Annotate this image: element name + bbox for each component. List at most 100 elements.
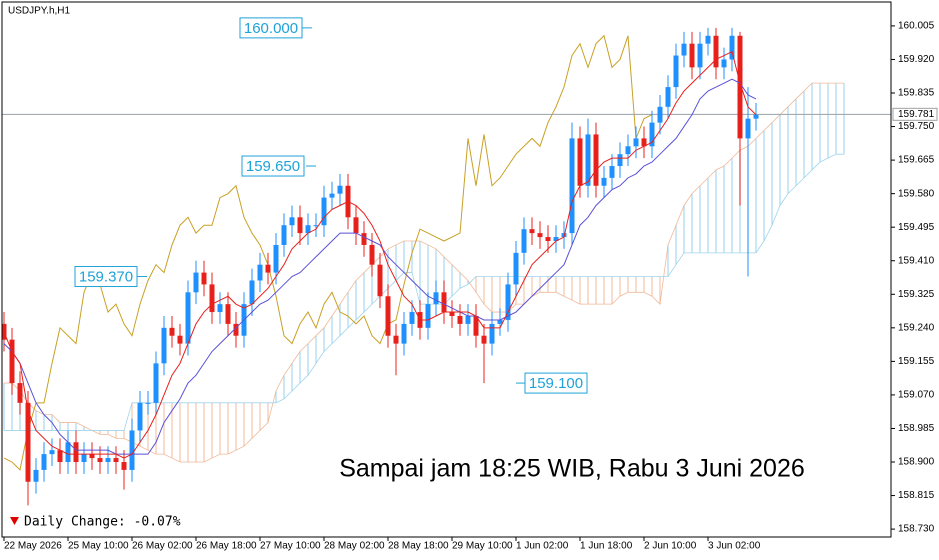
candle-body — [305, 225, 311, 234]
candle-body — [657, 106, 663, 123]
candle-body — [721, 59, 727, 68]
chikou-line — [3, 34, 653, 471]
x-tick-label: 3 Jun 02:00 — [708, 541, 761, 552]
senkou-b-line — [4, 153, 844, 431]
kijun-line — [3, 78, 757, 455]
candle-body — [497, 319, 503, 324]
candle-body — [265, 264, 271, 273]
candle-body — [465, 315, 471, 324]
candle-body — [185, 292, 191, 344]
candle-body — [97, 458, 103, 463]
level-box — [74, 266, 138, 288]
candle-body — [81, 454, 87, 463]
candle-body — [745, 118, 751, 139]
x-tick-label: 1 Jun 18:00 — [580, 541, 633, 552]
candle-body — [17, 383, 23, 403]
x-tick-label: 27 May 10:00 — [260, 541, 321, 552]
candle-body — [153, 363, 159, 403]
y-tick-label: 159.495 — [898, 222, 935, 233]
y-tick-label: 159.410 — [898, 255, 935, 266]
candle-body — [513, 252, 519, 285]
note: Sampai jam 18:25 WIB, Rabu 3 Juni 2026 — [339, 455, 805, 483]
candle-body — [89, 454, 95, 459]
y-tick-label: 160.005 — [898, 21, 935, 32]
y-tick-label: 159.580 — [898, 188, 935, 199]
candle-body — [617, 154, 623, 167]
candle-body — [337, 185, 343, 194]
x-tick-label: 28 May 02:00 — [324, 541, 385, 552]
candle-body — [281, 225, 287, 245]
candle-body — [529, 229, 535, 234]
candle-body — [545, 237, 551, 242]
level-label: 159.370 — [79, 268, 133, 285]
candle-body — [577, 138, 583, 186]
plot-area — [2, 27, 891, 506]
candle-body — [65, 442, 71, 463]
candle-body — [473, 315, 479, 336]
last-price-label: 159.781 — [898, 109, 935, 120]
level-box — [524, 372, 588, 394]
y-tick-label: 159.750 — [898, 121, 935, 132]
candle-body — [649, 122, 655, 147]
candle-body — [377, 264, 383, 297]
candle-body — [129, 430, 135, 470]
candle-body — [737, 35, 743, 139]
candle-body — [329, 193, 335, 198]
candle-body — [353, 217, 359, 234]
candle-body — [393, 335, 399, 344]
candle-body — [385, 296, 391, 336]
y-tick-label: 159.920 — [898, 54, 935, 65]
x-tick-label: 25 May 10:00 — [68, 541, 129, 552]
candle-body — [681, 43, 687, 56]
candle-body — [121, 462, 127, 470]
candle-body — [257, 264, 263, 281]
candle-body — [145, 402, 151, 404]
x-tick-label: 2 Jun 10:00 — [644, 541, 697, 552]
candle-body — [313, 225, 319, 227]
level-box — [241, 155, 305, 177]
candle-body — [729, 35, 735, 60]
x-tick-label: 28 May 18:00 — [388, 541, 449, 552]
candle-body — [25, 402, 31, 482]
y-tick-label: 158.900 — [898, 457, 935, 468]
candle-body — [673, 55, 679, 88]
candle-body — [57, 450, 63, 463]
y-tick-label: 158.730 — [898, 524, 935, 535]
candle-body — [273, 244, 279, 273]
candle-body — [449, 312, 455, 316]
candle-body — [593, 134, 599, 186]
candle-body — [73, 442, 79, 463]
y-tick-label: 159.835 — [898, 88, 935, 99]
x-tick-label: 22 May 2026 — [4, 541, 62, 552]
candle-body — [705, 35, 711, 44]
candle-body — [537, 233, 543, 238]
candle-body — [697, 43, 703, 68]
candle-body — [713, 35, 719, 68]
y-tick-label: 158.815 — [898, 490, 935, 501]
candle-body — [249, 280, 255, 305]
candle-body — [113, 458, 119, 463]
y-tick-label: 158.985 — [898, 423, 935, 434]
y-tick-label: 159.070 — [898, 390, 935, 401]
candle-body — [481, 335, 487, 344]
candle-body — [521, 229, 527, 253]
candle-body — [425, 304, 431, 328]
candle-body — [177, 335, 183, 344]
candle-body — [601, 177, 607, 186]
candle-body — [201, 272, 207, 285]
x-tick-label: 29 May 10:00 — [452, 541, 513, 552]
candle-body — [457, 315, 463, 324]
y-tick-label: 159.240 — [898, 322, 935, 333]
level-box — [239, 17, 303, 39]
candle-body — [489, 323, 495, 344]
plot-frame — [1, 1, 892, 538]
candle-body — [633, 138, 639, 147]
y-tick-label: 159.155 — [898, 356, 935, 367]
chart-title: USDJPY.h,H1 — [8, 6, 71, 17]
tenkan-line — [3, 50, 757, 459]
candle-body — [41, 454, 47, 470]
candle-body — [441, 292, 447, 313]
